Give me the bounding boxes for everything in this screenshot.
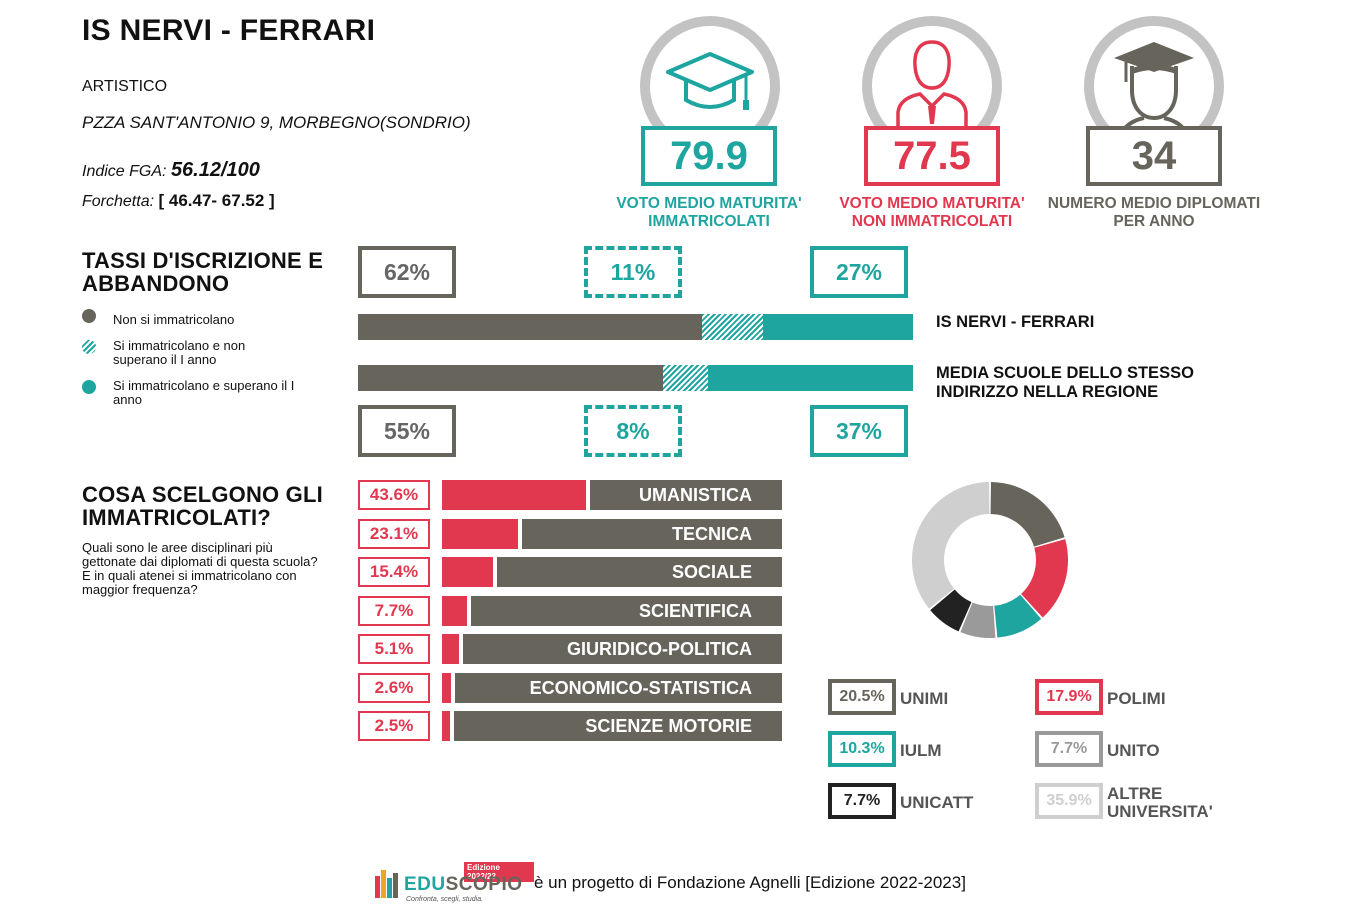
legend-label-non-immatricolano: Non si immatricolano: [113, 312, 235, 327]
uni-altre-name: ALTRE UNIVERSITA': [1107, 784, 1213, 821]
donut-slice-unito: [960, 602, 996, 638]
area-bar-fill: [442, 518, 519, 549]
area-bar-label: TECNICA: [522, 518, 782, 549]
school-bar-label: IS NERVI - FERRARI: [936, 313, 1095, 331]
region-bar-label: MEDIA SCUOLE DELLO STESSO INDIRIZZO NELL…: [936, 364, 1194, 401]
area-pct: 43.6%: [358, 480, 430, 510]
school-name: IS NERVI - FERRARI: [82, 14, 376, 47]
uni-polimi-name: POLIMI: [1107, 689, 1166, 708]
brand-tagline: Confronta, scegli, studia.: [406, 896, 484, 903]
region-bar-non-immatricolano: [358, 365, 664, 391]
uni-unicatt-pct: 7.7%: [828, 783, 896, 819]
legend-dot-non-immatricolano: [82, 309, 96, 323]
area-row: 2.5% SCIENZE MOTORIE: [358, 711, 782, 741]
person-icon: [896, 40, 968, 126]
school-bar-superano: [763, 314, 913, 340]
area-bar-label: GIURIDICO-POLITICA: [462, 634, 782, 664]
region-non-immatricolano-pct: 55%: [358, 405, 456, 457]
school-superano-pct: 27%: [810, 246, 908, 298]
area-bar-label: UMANISTICA: [589, 480, 782, 510]
donut-slice-polimi: [1021, 539, 1068, 618]
kpi-voto-non-immatricolati-label: VOTO MEDIO MATURITA' NON IMMATRICOLATI: [839, 195, 1025, 230]
area-bar-label: SOCIALE: [496, 557, 782, 587]
area-bar-fill: [442, 672, 451, 703]
school-bar-non-immatricolano: [358, 314, 703, 340]
region-superano-pct: 37%: [810, 405, 908, 457]
uni-polimi-pct: 17.9%: [1035, 679, 1103, 715]
region-non-superano-pct: 8%: [584, 405, 682, 457]
region-bar-superano: [707, 365, 913, 391]
area-pct: 7.7%: [358, 595, 430, 626]
uni-altre-pct: 35.9%: [1035, 783, 1103, 819]
kpi-diplomati-value: 34: [1086, 126, 1222, 186]
area-bar-fill: [442, 595, 468, 626]
uni-unito-name: UNITO: [1107, 741, 1160, 760]
region-enrollment-bar: [358, 365, 913, 391]
footer-text: è un progetto di Fondazione Agnelli [Edi…: [534, 873, 966, 892]
legend-dot-superano: [82, 380, 96, 394]
area-bar-label: SCIENTIFICA: [471, 595, 782, 626]
forchetta: Forchetta: [ 46.47- 67.52 ]: [82, 191, 275, 211]
area-row: 2.6% ECONOMICO-STATISTICA: [358, 672, 782, 703]
area-pct: 15.4%: [358, 557, 430, 587]
uni-iulm-name: IULM: [900, 741, 942, 760]
school-non-immatricolano-pct: 62%: [358, 246, 456, 298]
brand-edu: EDU: [404, 874, 446, 895]
donut-slice-unicatt: [930, 589, 972, 632]
legend-dot-non-superano: [82, 340, 96, 354]
fga-value: 56.12/100: [170, 159, 260, 181]
donut-slice-unimi: [990, 482, 1065, 547]
graduate-person-icon: [1114, 42, 1194, 134]
area-bar-fill: [442, 711, 451, 741]
uni-unito-pct: 7.7%: [1035, 731, 1103, 767]
edition-badge: Edizione 2022/23: [464, 862, 534, 882]
areas-subtitle: Quali sono le aree disciplinari più gett…: [82, 540, 318, 597]
books-icon: [375, 870, 398, 898]
area-pct: 2.5%: [358, 711, 430, 741]
area-bar-fill: [442, 634, 459, 664]
school-type: ARTISTICO: [82, 78, 168, 95]
legend-label-superano: Si immatricolano e superano il I anno: [113, 378, 295, 407]
uni-unimi-name: UNIMI: [900, 689, 949, 708]
area-bar-fill: [442, 480, 586, 510]
school-non-superano-pct: 11%: [584, 246, 682, 298]
area-row: 15.4% SOCIALE: [358, 557, 782, 587]
area-row: 23.1% TECNICA: [358, 518, 782, 549]
school-enrollment-bar: [358, 314, 913, 340]
universities-donut-chart: [912, 482, 1068, 638]
graduation-cap-icon: [666, 52, 754, 110]
uni-unicatt-name: UNICATT: [900, 793, 974, 812]
region-bar-non-superano: [663, 365, 708, 391]
fga-index: Indice FGA: 56.12/100: [82, 159, 260, 182]
area-pct: 2.6%: [358, 672, 430, 703]
brand-scopio: SCOPIO: [445, 874, 523, 895]
school-address: PZZA SANT'ANTONIO 9, MORBEGNO(SONDRIO): [82, 113, 471, 132]
area-row: 7.7% SCIENTIFICA: [358, 595, 782, 626]
areas-title: COSA SCELGONO GLI IMMATRICOLATI?: [82, 482, 323, 530]
enrollment-title: TASSI D'ISCRIZIONE E ABBANDONO: [82, 248, 324, 296]
uni-iulm-pct: 10.3%: [828, 731, 896, 767]
area-bar-label: ECONOMICO-STATISTICA: [454, 672, 782, 703]
area-bar-fill: [442, 557, 493, 587]
legend-label-non-superano: Si immatricolano e non superano il I ann…: [113, 338, 246, 367]
fga-label: Indice FGA:: [82, 163, 167, 180]
area-row: 43.6% UMANISTICA: [358, 480, 782, 510]
area-pct: 5.1%: [358, 634, 430, 664]
area-row: 5.1% GIURIDICO-POLITICA: [358, 634, 782, 664]
kpi-diplomati-label: NUMERO MEDIO DIPLOMATI PER ANNO: [1047, 195, 1261, 230]
forchetta-label: Forchetta:: [82, 193, 155, 210]
donut-slice-altre-universita: [912, 482, 990, 609]
kpi-voto-immatricolati-label: VOTO MEDIO MATURITA' IMMATRICOLATI: [616, 195, 802, 230]
forchetta-value: [ 46.47- 67.52 ]: [158, 191, 275, 210]
brand-name: EDUSCOPIO: [404, 874, 523, 896]
eduscopio-logo: Edizione 2022/23 EDUSCOPIO Confronta, sc…: [374, 862, 534, 906]
area-pct: 23.1%: [358, 518, 430, 549]
donut-slice-iulm: [994, 594, 1042, 638]
uni-unimi-pct: 20.5%: [828, 679, 896, 715]
school-bar-non-superano: [702, 314, 764, 340]
kpi-voto-immatricolati-value: 79.9: [641, 126, 777, 186]
kpi-voto-non-immatricolati-value: 77.5: [864, 126, 1000, 186]
area-bar-label: SCIENZE MOTORIE: [454, 711, 782, 741]
